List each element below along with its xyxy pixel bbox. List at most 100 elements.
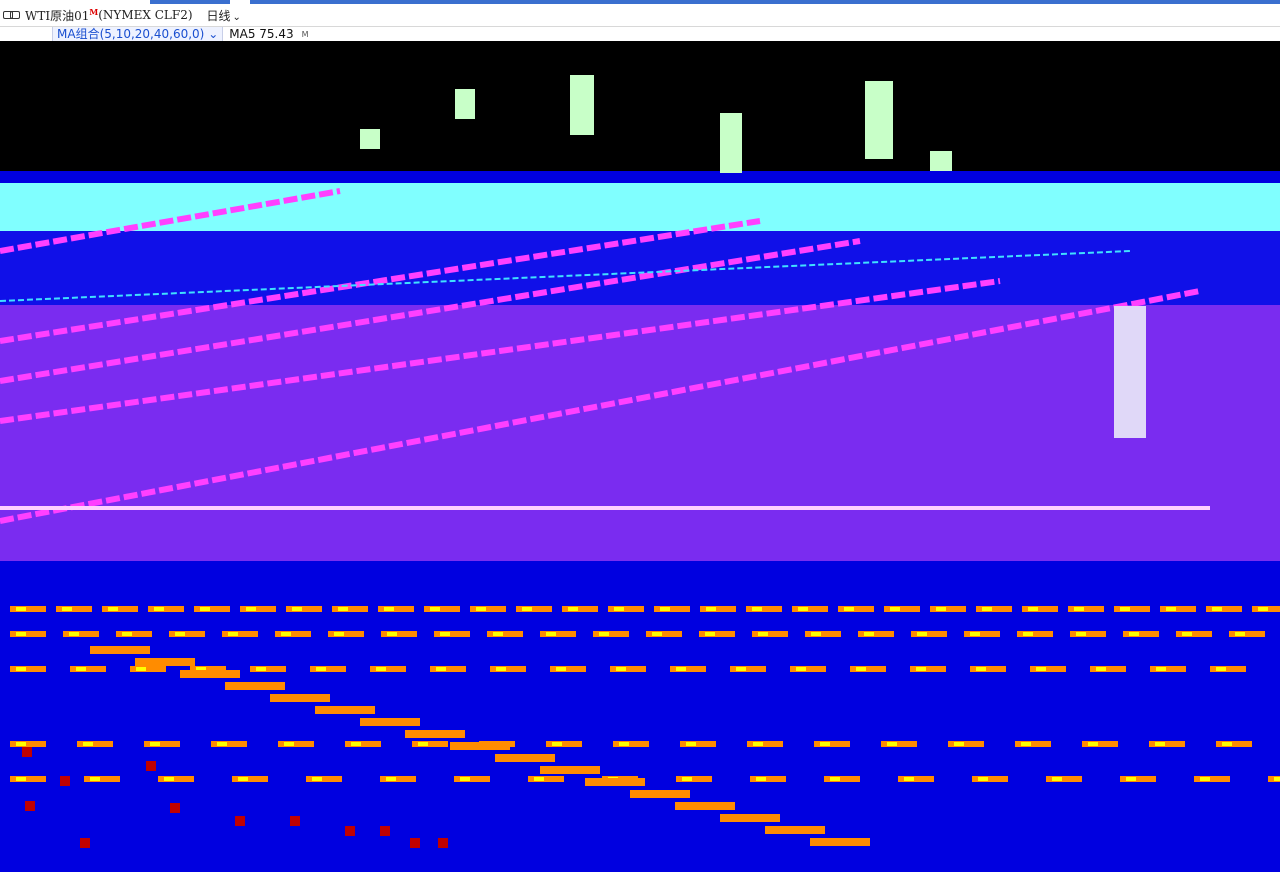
volume-bar (1022, 606, 1058, 612)
volume-stair (225, 682, 285, 690)
volume-stair (675, 802, 735, 810)
volume-bar (275, 631, 311, 637)
volume-bar-highlight (1023, 632, 1033, 636)
volume-bar-highlight (281, 632, 291, 636)
volume-bar-highlight (1088, 742, 1098, 746)
marker (345, 826, 355, 836)
volume-bar-highlight (108, 607, 118, 611)
volume-bar-highlight (238, 777, 248, 781)
chart-canvas[interactable] (0, 41, 1280, 868)
volume-bar (1120, 776, 1156, 782)
volume-bar (1194, 776, 1230, 782)
volume-bar (972, 776, 1008, 782)
volume-bar-highlight (686, 742, 696, 746)
volume-bar (250, 666, 286, 672)
volume-stair (630, 790, 690, 798)
volume-bar (792, 606, 828, 612)
chevron-down-icon: ⌄ (208, 27, 219, 41)
volume-bar-highlight (1212, 607, 1222, 611)
volume-bar-highlight (1166, 607, 1176, 611)
volume-bar-highlight (705, 632, 715, 636)
volume-bar (84, 776, 120, 782)
volume-bar-highlight (16, 777, 26, 781)
period-selector[interactable]: 日线 ⌄ (207, 7, 241, 24)
volume-bar-highlight (1182, 632, 1192, 636)
volume-bar (670, 666, 706, 672)
volume-bar-highlight (16, 742, 26, 746)
volume-bar (699, 631, 735, 637)
volume-bar-highlight (154, 607, 164, 611)
volume-bar (310, 666, 346, 672)
chart-title-bar: WTI原油01M (NYMEX CLF2) 日线 ⌄ (0, 4, 1280, 27)
volume-bar (1090, 666, 1126, 672)
volume-bar (884, 606, 920, 612)
volume-bar (1114, 606, 1150, 612)
volume-bar-highlight (1155, 742, 1165, 746)
marker (60, 776, 70, 786)
marker (380, 826, 390, 836)
volume-bar-highlight (820, 742, 830, 746)
volume-bar-highlight (312, 777, 322, 781)
marker (290, 816, 300, 826)
volume-bar-highlight (706, 607, 716, 611)
volume-bar (10, 631, 46, 637)
volume-bar (976, 606, 1012, 612)
volume-bar (490, 666, 526, 672)
volume-bar (790, 666, 826, 672)
volume-stair (765, 826, 825, 834)
guide-line (0, 506, 1210, 510)
volume-bar (10, 606, 46, 612)
volume-bar (646, 631, 682, 637)
volume-bar-highlight (811, 632, 821, 636)
ma-combo-selector[interactable]: MA组合(5,10,20,40,60,0) ⌄ (52, 27, 224, 41)
volume-bar (1123, 631, 1159, 637)
volume-bar (540, 631, 576, 637)
volume-bar-highlight (1096, 667, 1106, 671)
volume-bar-highlight (69, 632, 79, 636)
volume-bar-highlight (1052, 777, 1062, 781)
volume-bar-highlight (864, 632, 874, 636)
volume-bar-highlight (83, 742, 93, 746)
volume-bar (148, 606, 184, 612)
volume-bar-highlight (976, 667, 986, 671)
volume-bar (10, 666, 46, 672)
volume-bar (1206, 606, 1242, 612)
volume-bar-highlight (982, 607, 992, 611)
volume-bar (70, 666, 106, 672)
volume-bar (190, 666, 226, 672)
volume-bar-highlight (430, 607, 440, 611)
volume-bar-highlight (90, 777, 100, 781)
volume-bar-highlight (616, 667, 626, 671)
volume-bar (1216, 741, 1252, 747)
volume-stair (720, 814, 780, 822)
volume-bar (381, 631, 417, 637)
volume-bar (1017, 631, 1053, 637)
volume-bar-highlight (284, 742, 294, 746)
candle (570, 75, 594, 135)
volume-bar-highlight (1235, 632, 1245, 636)
volume-bar (528, 776, 564, 782)
volume-bar (750, 776, 786, 782)
volume-bar-highlight (970, 632, 980, 636)
volume-bar-highlight (16, 607, 26, 611)
volume-bar (1030, 666, 1066, 672)
volume-bar (328, 631, 364, 637)
volume-bar-highlight (756, 777, 766, 781)
period-label: 日线 (206, 8, 231, 23)
link-icon[interactable] (3, 10, 21, 20)
volume-bar (881, 741, 917, 747)
volume-bar (222, 631, 258, 637)
volume-stair (450, 742, 510, 750)
volume-bar-highlight (228, 632, 238, 636)
trend-line (0, 278, 1001, 424)
volume-bar (858, 631, 894, 637)
volume-bar (424, 606, 460, 612)
volume-stair (270, 694, 330, 702)
volume-bar-highlight (384, 607, 394, 611)
volume-bar-highlight (338, 607, 348, 611)
volume-bar (654, 606, 690, 612)
volume-bar-highlight (796, 667, 806, 671)
volume-bar (1149, 741, 1185, 747)
volume-bar-highlight (387, 632, 397, 636)
volume-bar-highlight (954, 742, 964, 746)
